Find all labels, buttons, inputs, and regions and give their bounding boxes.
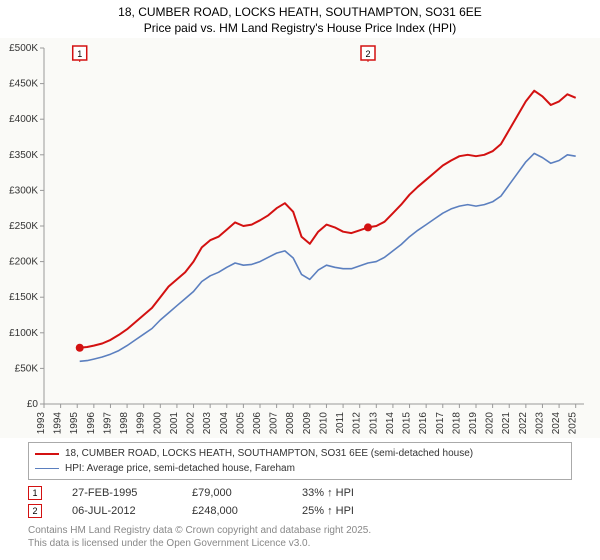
svg-text:2021: 2021: [501, 412, 512, 435]
footnote-line: This data is licensed under the Open Gov…: [28, 537, 572, 550]
svg-text:2016: 2016: [418, 412, 429, 435]
svg-text:2018: 2018: [451, 412, 462, 435]
svg-text:2007: 2007: [269, 412, 280, 435]
svg-text:£100K: £100K: [9, 328, 38, 339]
svg-text:£0: £0: [27, 399, 39, 410]
svg-text:2012: 2012: [352, 412, 363, 435]
legend-item: 18, CUMBER ROAD, LOCKS HEATH, SOUTHAMPTO…: [35, 446, 565, 461]
svg-text:2006: 2006: [252, 412, 263, 435]
svg-text:£250K: £250K: [9, 221, 38, 232]
chart-area: £0 £50K £100K £150K £200K £250K £300K £350K £400…: [0, 38, 600, 438]
marker-table: 1 27-FEB-1995 £79,000 33% ↑ HPI 2 06-JUL…: [28, 484, 572, 520]
svg-text:1998: 1998: [119, 412, 130, 435]
svg-text:2014: 2014: [385, 412, 396, 435]
svg-text:2024: 2024: [551, 412, 562, 435]
svg-text:£150K: £150K: [9, 293, 38, 304]
svg-text:2005: 2005: [235, 412, 246, 435]
marker-price: £79,000: [192, 487, 272, 499]
svg-text:1997: 1997: [102, 412, 113, 435]
svg-text:£50K: £50K: [15, 364, 39, 375]
svg-text:2015: 2015: [402, 412, 413, 435]
svg-text:2: 2: [365, 49, 370, 59]
svg-text:2002: 2002: [186, 412, 197, 435]
svg-text:2020: 2020: [485, 412, 496, 435]
svg-text:1996: 1996: [86, 412, 97, 435]
svg-text:2022: 2022: [518, 412, 529, 435]
marker-date: 27-FEB-1995: [72, 487, 162, 499]
title-line-1: 18, CUMBER ROAD, LOCKS HEATH, SOUTHAMPTO…: [0, 4, 600, 20]
legend: 18, CUMBER ROAD, LOCKS HEATH, SOUTHAMPTO…: [28, 442, 572, 480]
marker-row: 1 27-FEB-1995 £79,000 33% ↑ HPI: [28, 484, 572, 502]
legend-swatch: [35, 453, 59, 455]
svg-text:2011: 2011: [335, 412, 346, 434]
svg-text:£400K: £400K: [9, 115, 38, 126]
legend-label: 18, CUMBER ROAD, LOCKS HEATH, SOUTHAMPTO…: [65, 446, 473, 461]
marker-badge: 1: [28, 486, 42, 500]
svg-text:2003: 2003: [202, 412, 213, 435]
marker-badge: 2: [28, 504, 42, 518]
svg-text:1: 1: [77, 49, 82, 59]
svg-text:2008: 2008: [285, 412, 296, 435]
line-chart: £0 £50K £100K £150K £200K £250K £300K £350K £400…: [0, 38, 600, 438]
svg-text:2000: 2000: [152, 412, 163, 435]
svg-text:1993: 1993: [36, 412, 47, 435]
svg-text:1999: 1999: [136, 412, 147, 435]
svg-text:2025: 2025: [568, 412, 579, 435]
svg-text:£450K: £450K: [9, 79, 38, 90]
marker-delta: 25% ↑ HPI: [302, 505, 354, 517]
svg-text:2017: 2017: [435, 412, 446, 435]
svg-text:2013: 2013: [368, 412, 379, 435]
legend-swatch: [35, 468, 59, 469]
svg-text:2004: 2004: [219, 412, 230, 435]
svg-text:1994: 1994: [53, 412, 64, 435]
marker-date: 06-JUL-2012: [72, 505, 162, 517]
legend-label: HPI: Average price, semi-detached house,…: [65, 461, 295, 476]
marker-delta: 33% ↑ HPI: [302, 487, 354, 499]
svg-text:2019: 2019: [468, 412, 479, 435]
title-line-2: Price paid vs. HM Land Registry's House …: [0, 20, 600, 36]
legend-item: HPI: Average price, semi-detached house,…: [35, 461, 565, 476]
svg-text:2009: 2009: [302, 412, 313, 435]
svg-text:2001: 2001: [169, 412, 180, 435]
footnote: Contains HM Land Registry data © Crown c…: [28, 524, 572, 550]
svg-text:1995: 1995: [69, 412, 80, 435]
svg-text:£300K: £300K: [9, 186, 38, 197]
svg-text:2023: 2023: [534, 412, 545, 435]
svg-text:£500K: £500K: [9, 43, 38, 54]
svg-text:2010: 2010: [318, 412, 329, 435]
footnote-line: Contains HM Land Registry data © Crown c…: [28, 524, 572, 537]
marker-row: 2 06-JUL-2012 £248,000 25% ↑ HPI: [28, 502, 572, 520]
svg-text:£350K: £350K: [9, 150, 38, 161]
chart-title: 18, CUMBER ROAD, LOCKS HEATH, SOUTHAMPTO…: [0, 0, 600, 38]
marker-price: £248,000: [192, 505, 272, 517]
svg-text:£200K: £200K: [9, 257, 38, 268]
